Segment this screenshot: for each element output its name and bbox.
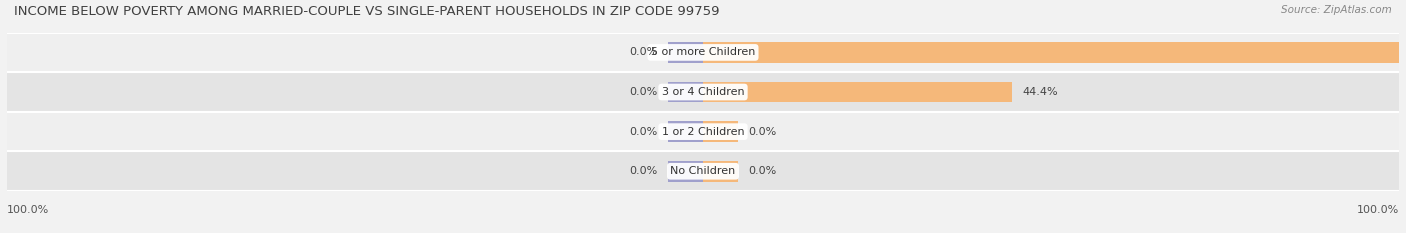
Text: 0.0%: 0.0% <box>630 127 658 137</box>
Bar <box>7 112 1399 151</box>
Bar <box>703 161 738 182</box>
Text: 100.0%: 100.0% <box>7 205 49 215</box>
Text: 0.0%: 0.0% <box>630 166 658 176</box>
Bar <box>703 121 738 142</box>
Text: 0.0%: 0.0% <box>748 166 776 176</box>
Text: No Children: No Children <box>671 166 735 176</box>
Bar <box>668 121 703 142</box>
Bar <box>7 151 1399 191</box>
Text: Source: ZipAtlas.com: Source: ZipAtlas.com <box>1281 5 1392 15</box>
Text: 3 or 4 Children: 3 or 4 Children <box>662 87 744 97</box>
Text: 1 or 2 Children: 1 or 2 Children <box>662 127 744 137</box>
Text: 0.0%: 0.0% <box>630 48 658 57</box>
Bar <box>703 42 1399 63</box>
Text: 0.0%: 0.0% <box>748 127 776 137</box>
Text: 5 or more Children: 5 or more Children <box>651 48 755 57</box>
Bar <box>7 72 1399 112</box>
Text: 44.4%: 44.4% <box>1022 87 1059 97</box>
Bar <box>703 82 1012 102</box>
Text: 0.0%: 0.0% <box>630 87 658 97</box>
Text: INCOME BELOW POVERTY AMONG MARRIED-COUPLE VS SINGLE-PARENT HOUSEHOLDS IN ZIP COD: INCOME BELOW POVERTY AMONG MARRIED-COUPL… <box>14 5 720 18</box>
Bar <box>668 161 703 182</box>
Bar <box>668 82 703 102</box>
Bar <box>668 42 703 63</box>
Text: 100.0%: 100.0% <box>1357 205 1399 215</box>
Bar <box>7 33 1399 72</box>
